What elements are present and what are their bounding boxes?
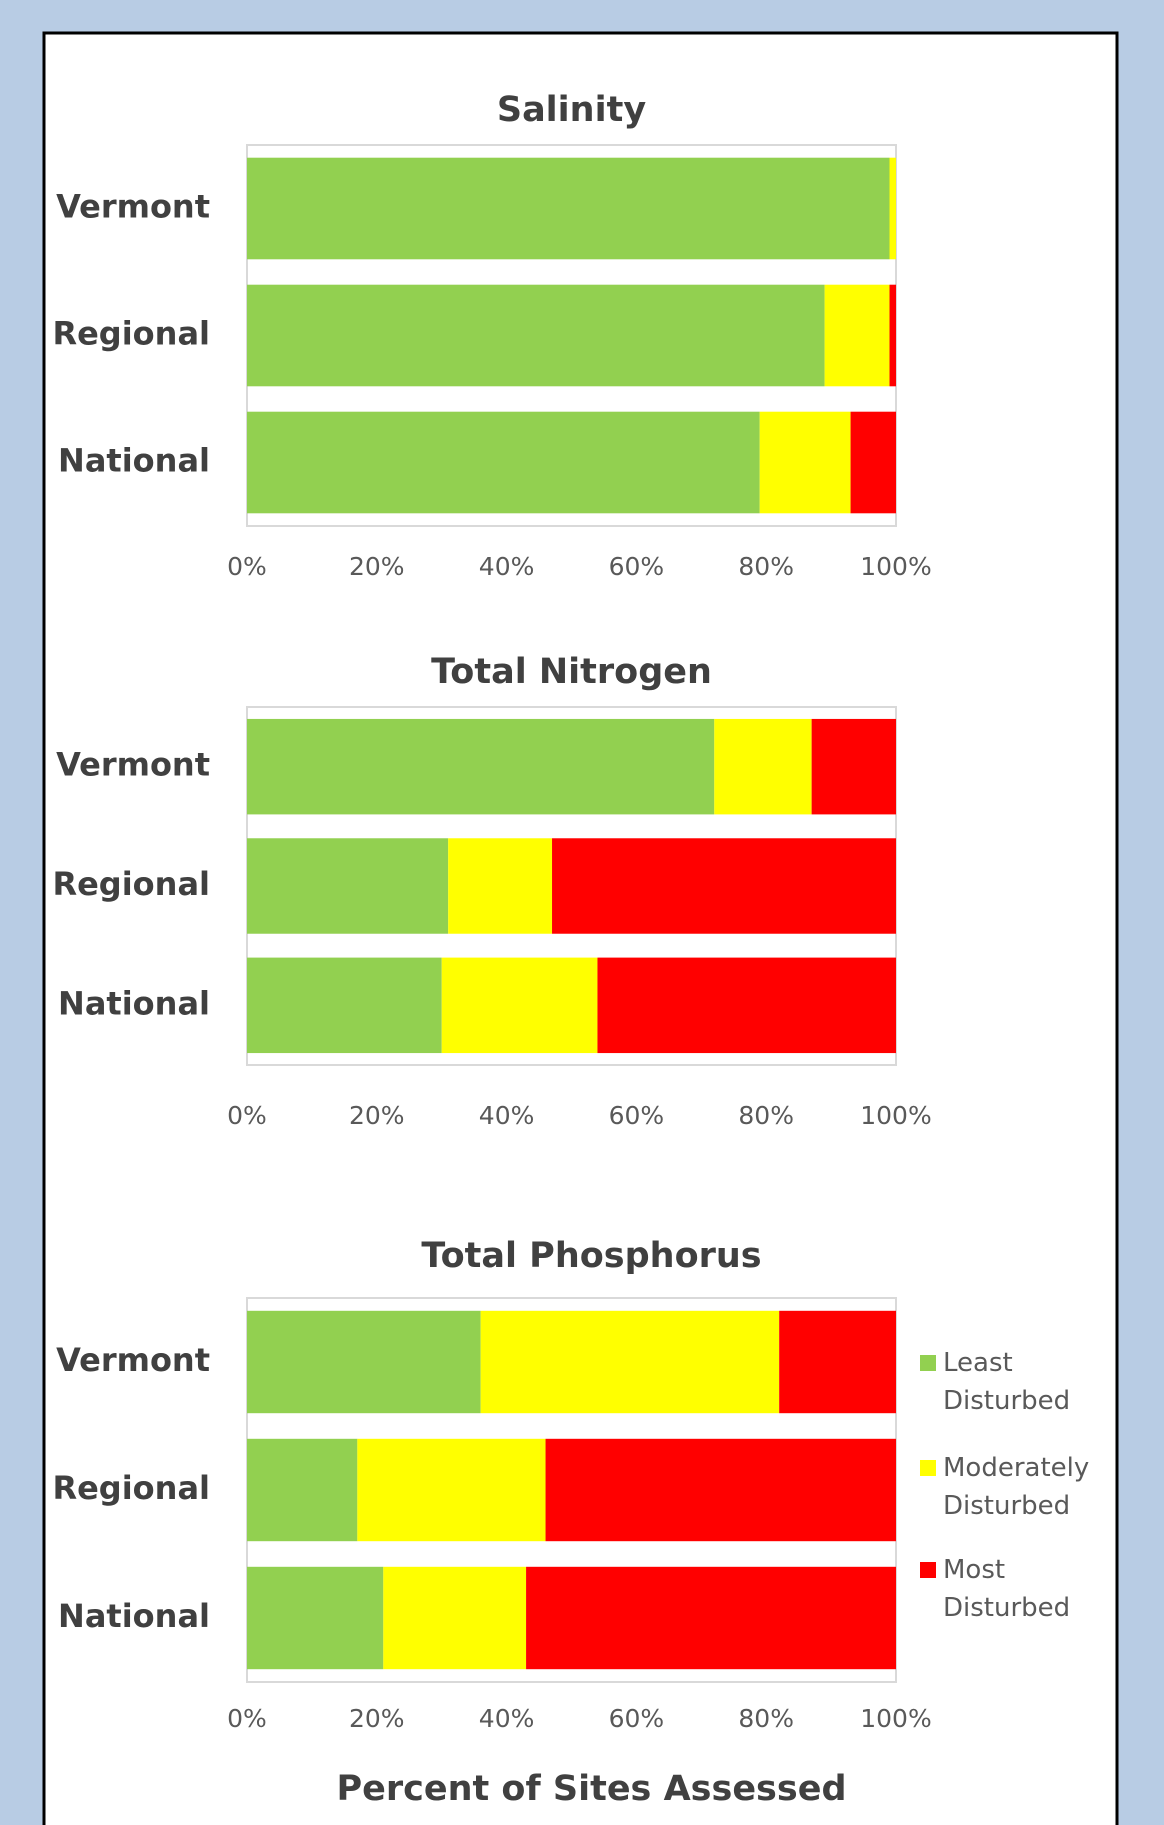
x-tick-label: 20%	[349, 1101, 405, 1130]
x-tick-label: 60%	[609, 1704, 665, 1733]
category-label: National	[58, 442, 210, 480]
bar-segment	[545, 1438, 896, 1542]
x-tick-label: 0%	[227, 1101, 267, 1130]
category-label: National	[58, 1597, 210, 1635]
x-tick-label: 80%	[738, 552, 794, 581]
legend-label: Most Disturbed	[943, 1555, 1071, 1623]
x-tick-label: 40%	[479, 1704, 535, 1733]
bar-segment	[247, 838, 449, 934]
bar-segment	[480, 1310, 780, 1414]
bar-segment	[247, 411, 760, 514]
x-tick-label: 80%	[738, 1704, 794, 1733]
x-tick-label: 60%	[609, 1101, 665, 1130]
x-tick-label: 40%	[479, 552, 535, 581]
x-tick-label: 100%	[860, 1101, 931, 1130]
bar-segment	[247, 1438, 358, 1542]
bar-segment	[714, 718, 812, 815]
bar-segment	[247, 718, 715, 815]
bar-segment	[889, 157, 896, 260]
legend-label: Least Disturbed	[943, 1348, 1071, 1416]
category-label: National	[58, 984, 210, 1022]
bar-segment	[889, 284, 896, 387]
category-label: Vermont	[56, 1341, 210, 1379]
bar-segment	[597, 957, 896, 1054]
x-tick-label: 0%	[227, 1704, 267, 1733]
bar-segment	[247, 1566, 384, 1670]
chart-title: Salinity	[497, 90, 646, 130]
bar-segment	[247, 957, 442, 1054]
bar-segment	[247, 157, 890, 260]
x-tick-label: 20%	[349, 1704, 405, 1733]
category-label: Regional	[52, 1469, 210, 1507]
bar-segment	[552, 838, 896, 934]
category-label: Regional	[52, 315, 210, 353]
category-label: Regional	[52, 865, 210, 903]
bar-segment	[850, 411, 896, 514]
x-tick-label: 100%	[860, 1704, 931, 1733]
bar-segment	[357, 1438, 546, 1542]
bar-segment	[759, 411, 851, 514]
chart-title: Total Phosphorus	[421, 1236, 761, 1276]
legend-swatch	[920, 1355, 936, 1371]
x-tick-label: 40%	[479, 1101, 535, 1130]
x-tick-label: 100%	[860, 552, 931, 581]
bar-segment	[247, 284, 825, 387]
legend-label: Moderately Disturbed	[943, 1453, 1090, 1521]
bar-segment	[824, 284, 890, 387]
bar-segment	[247, 1310, 481, 1414]
category-label: Vermont	[56, 746, 210, 784]
x-tick-label: 80%	[738, 1101, 794, 1130]
bar-segment	[811, 718, 896, 815]
bar-segment	[441, 957, 598, 1054]
bar-segment	[383, 1566, 527, 1670]
legend-swatch	[920, 1562, 936, 1578]
chart-title: Total Nitrogen	[431, 652, 712, 692]
x-tick-label: 0%	[227, 552, 267, 581]
bar-segment	[526, 1566, 896, 1670]
x-tick-label: 60%	[609, 552, 665, 581]
x-tick-label: 20%	[349, 552, 405, 581]
legend-swatch	[920, 1460, 936, 1476]
category-label: Vermont	[56, 188, 210, 226]
bar-segment	[448, 838, 553, 934]
x-axis-label: Percent of Sites Assessed	[336, 1769, 846, 1809]
bar-segment	[779, 1310, 896, 1414]
